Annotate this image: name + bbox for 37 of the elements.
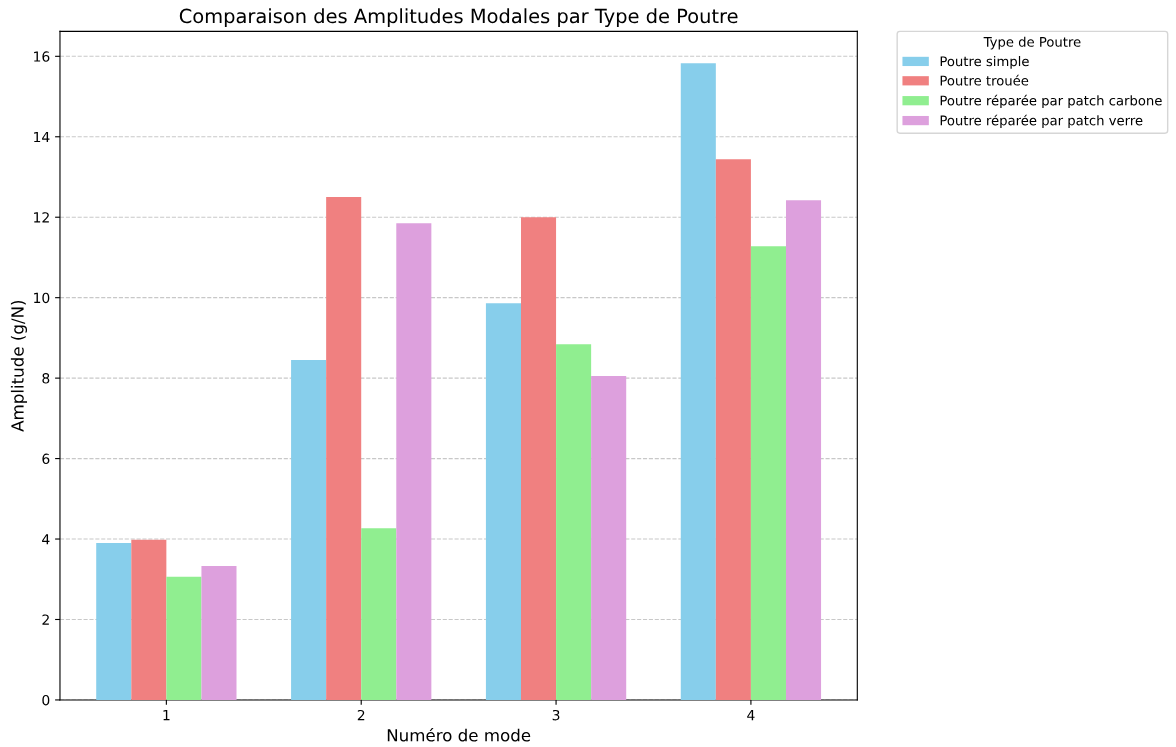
bar [326, 197, 362, 700]
legend-label: Poutre trouée [940, 74, 1029, 86]
y-axis-title: Amplitude (g/N) [10, 300, 28, 432]
bar [96, 543, 132, 700]
bar [591, 376, 627, 700]
y-tick-label: 10 [34, 292, 50, 304]
bar [291, 360, 327, 700]
bar [361, 528, 397, 700]
bar [201, 565, 237, 700]
y-tick-label: 0 [42, 694, 50, 706]
bar [396, 223, 432, 700]
bar [485, 303, 521, 700]
legend-label: Poutre réparée par patch verre [940, 114, 1143, 128]
bar [131, 539, 167, 700]
legend-title: Type de Poutre [983, 36, 1081, 50]
bar [715, 159, 751, 700]
y-tick-label: 8 [42, 373, 50, 384]
bar [556, 344, 592, 700]
x-tick-label: 4 [747, 710, 755, 721]
y-tick-label: 16 [34, 51, 50, 62]
x-axis-title: Numéro de mode [387, 727, 531, 742]
y-tick-label: 6 [42, 453, 50, 465]
bar [680, 63, 716, 700]
y-tick-label: 2 [42, 614, 49, 625]
bar [750, 246, 786, 700]
y-tick-label: 4 [42, 534, 50, 545]
y-tick-label: 12 [34, 212, 49, 223]
legend-label: Poutre réparée par patch carbone [940, 94, 1162, 109]
chart-title: Comparaison des Amplitudes Modales par Type de Poutre [179, 8, 738, 28]
bar [520, 217, 557, 700]
x-tick-label: 1 [163, 710, 170, 721]
y-tick-label: 14 [34, 131, 50, 143]
bar [785, 200, 822, 700]
legend-label: Poutre simple [940, 56, 1029, 69]
x-tick-label: 3 [552, 709, 560, 721]
x-tick-label: 2 [357, 709, 365, 721]
bar [166, 576, 202, 700]
